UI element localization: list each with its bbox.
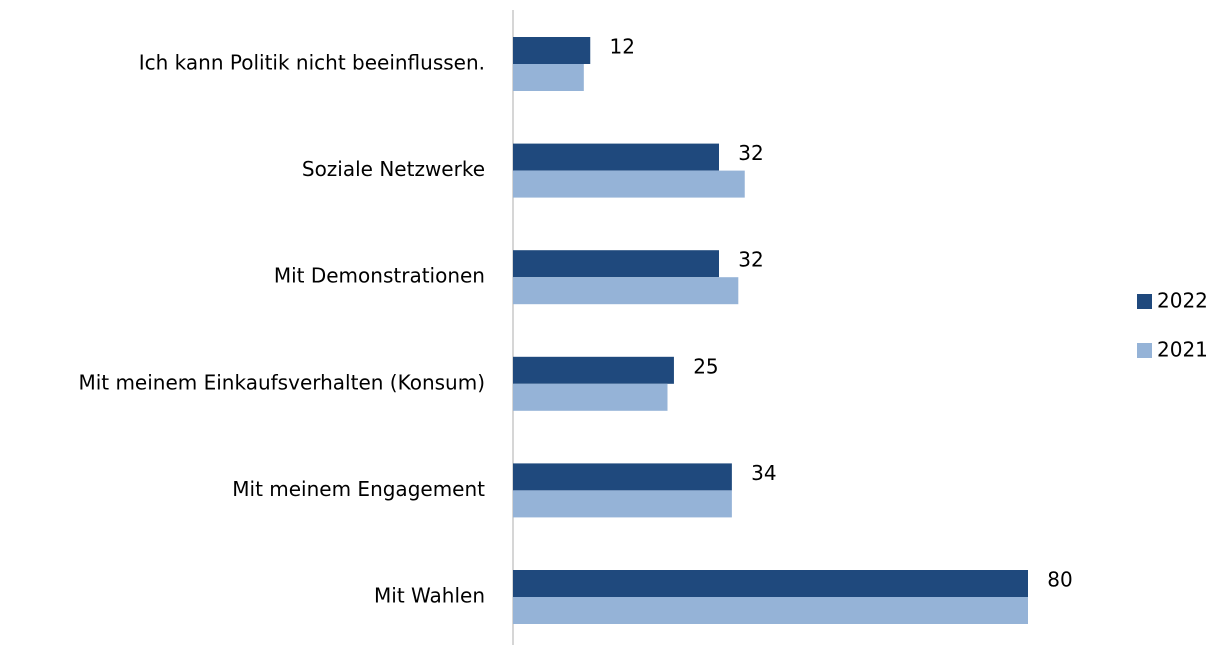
data-label: 32 xyxy=(738,248,763,272)
bar xyxy=(513,597,1028,624)
category-label: Mit meinem Engagement xyxy=(232,477,485,501)
data-label: 32 xyxy=(738,141,763,165)
bar xyxy=(513,356,674,384)
bar xyxy=(513,490,732,518)
data-label: 12 xyxy=(610,35,635,59)
bar xyxy=(513,143,719,171)
bar xyxy=(513,383,668,411)
bar xyxy=(513,250,719,278)
data-label: 25 xyxy=(693,354,718,378)
bar xyxy=(513,170,745,198)
category-label: Mit Wahlen xyxy=(374,584,485,608)
data-label: 80 xyxy=(1047,568,1072,592)
bar xyxy=(513,64,584,91)
bar xyxy=(513,570,1028,597)
legend-swatch xyxy=(1137,294,1152,309)
legend-swatch xyxy=(1137,343,1152,358)
legend-label: 2021 xyxy=(1157,338,1208,362)
category-label: Mit meinem Einkaufsverhalten (Konsum) xyxy=(78,370,485,394)
category-label: Ich kann Politik nicht beeinflussen. xyxy=(139,51,485,75)
bar xyxy=(513,37,591,64)
data-label: 34 xyxy=(751,461,776,485)
category-label: Soziale Netzwerke xyxy=(302,157,485,181)
legend-label: 2022 xyxy=(1157,289,1208,313)
bar xyxy=(513,463,732,491)
category-label: Mit Demonstrationen xyxy=(274,264,485,288)
bar xyxy=(513,277,739,305)
